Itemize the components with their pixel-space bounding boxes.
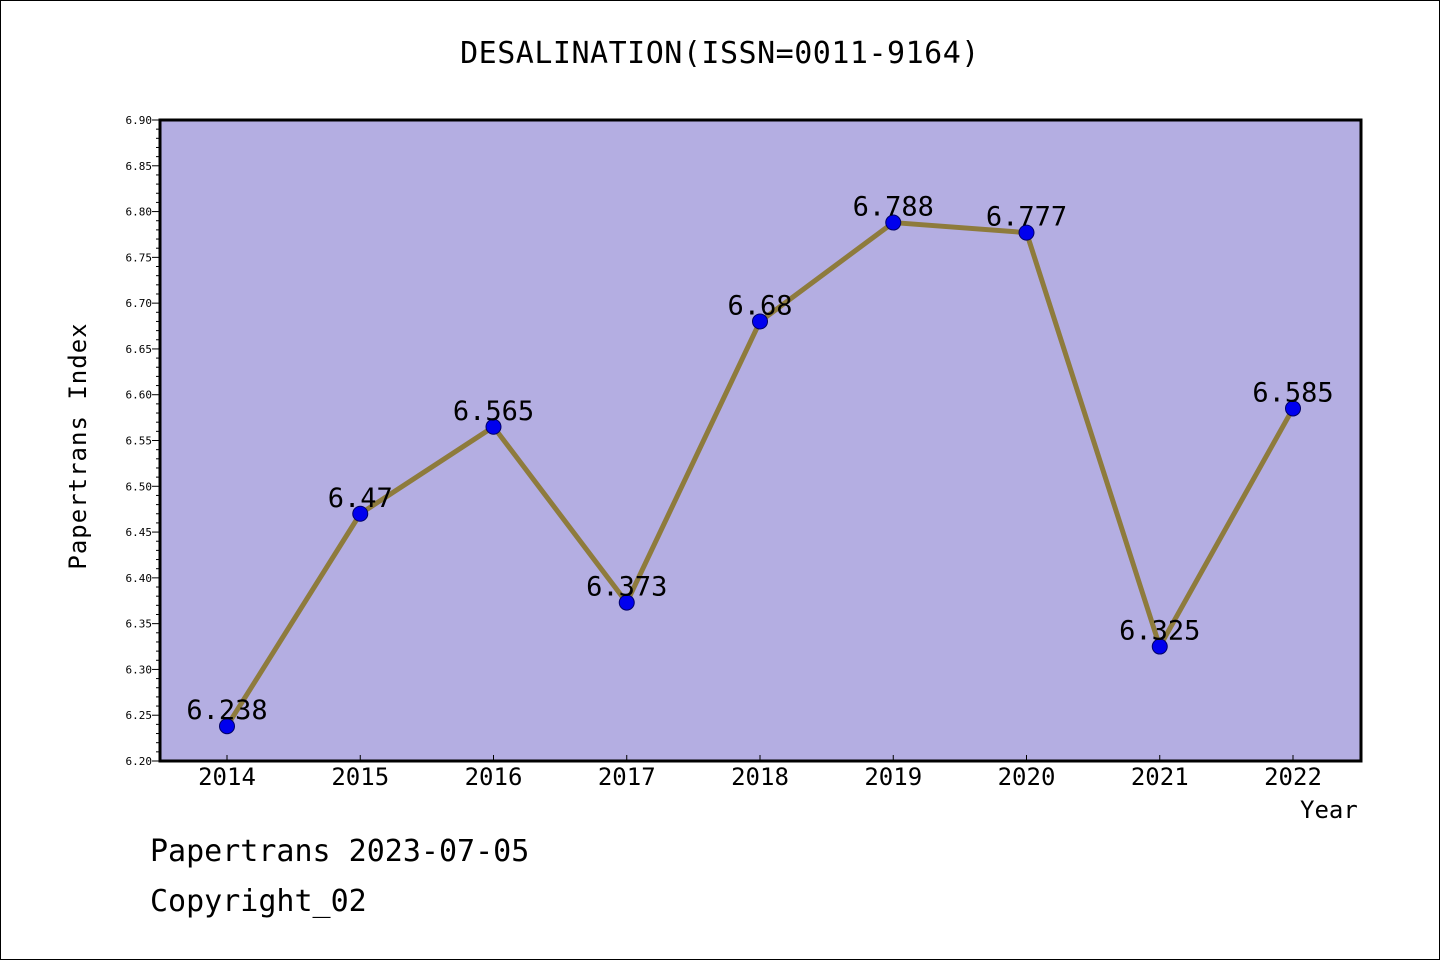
- y-tick-label: 6.30: [126, 663, 153, 676]
- x-tick-label: 2014: [198, 763, 256, 791]
- data-point: [352, 505, 369, 522]
- x-tick-label: 2019: [864, 763, 922, 791]
- y-tick-label: 6.55: [126, 435, 153, 448]
- x-tick-label: 2022: [1264, 763, 1322, 791]
- y-tick-label: 6.90: [126, 114, 153, 127]
- data-point: [885, 214, 902, 231]
- data-label: 6.565: [453, 396, 534, 427]
- x-tick-label: 2016: [465, 763, 523, 791]
- data-point: [752, 313, 768, 330]
- data-point: [618, 594, 635, 611]
- data-point: [1018, 224, 1035, 241]
- y-tick-label: 6.65: [126, 343, 153, 356]
- x-tick-label: 2017: [598, 763, 656, 791]
- x-tick-label: 2018: [731, 763, 789, 791]
- y-tick-label: 6.35: [126, 618, 153, 631]
- y-tick-label: 6.20: [126, 755, 153, 768]
- footer-copyright: Copyright_02: [150, 884, 367, 919]
- data-label: 6.68: [727, 290, 792, 321]
- data-label: 6.777: [986, 202, 1067, 233]
- y-tick-label: 6.60: [126, 389, 153, 402]
- y-tick-label: 6.70: [126, 297, 153, 310]
- x-tick-label: 2020: [998, 763, 1056, 791]
- plot-border: [158, 118, 1363, 763]
- chart-title: DESALINATION(ISSN=0011-9164): [460, 36, 980, 71]
- data-point: [1151, 638, 1168, 655]
- y-tick-label: 6.80: [126, 206, 153, 219]
- data-point: [485, 418, 502, 435]
- x-axis-label: Year: [1300, 796, 1358, 824]
- x-tick-label: 2021: [1131, 763, 1189, 791]
- y-tick-label: 6.85: [126, 160, 153, 173]
- y-tick-label: 6.45: [126, 526, 153, 539]
- data-label: 6.47: [328, 483, 393, 514]
- data-label: 6.373: [586, 572, 667, 603]
- footer-date: Papertrans 2023-07-05: [150, 834, 530, 869]
- data-label: 6.788: [853, 192, 934, 223]
- data-point: [1285, 400, 1301, 417]
- data-label: 6.325: [1119, 616, 1200, 647]
- data-label: 6.585: [1252, 377, 1333, 408]
- data-label: 6.238: [186, 695, 267, 726]
- y-tick-label: 6.75: [126, 251, 153, 264]
- plot-area: [160, 120, 1361, 761]
- y-tick-label: 6.50: [126, 480, 153, 493]
- y-tick-label: 6.40: [126, 572, 153, 585]
- x-tick-label: 2015: [331, 763, 389, 791]
- data-point: [219, 718, 235, 735]
- y-tick-label: 6.25: [126, 709, 153, 722]
